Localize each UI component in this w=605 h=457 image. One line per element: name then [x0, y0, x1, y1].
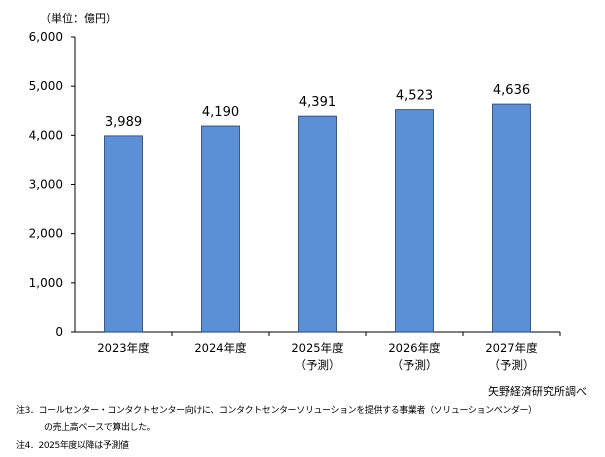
value-label: 4,190 — [202, 105, 239, 120]
y-tick-label: 0 — [55, 325, 63, 339]
y-tick-label: 5,000 — [29, 79, 63, 93]
value-label: 4,636 — [493, 83, 530, 98]
note-3-line-2: の売上高ベースで算出した。 — [44, 423, 156, 433]
y-tick-label: 6,000 — [29, 30, 63, 44]
category-label: 2024年度 — [194, 341, 247, 355]
unit-label: （単位：億円） — [40, 12, 117, 25]
bar-chart: 0 1,000 2,000 3,000 4,000 5,000 6,000 3,989 2023… — [29, 30, 561, 372]
y-tick-label: 2,000 — [29, 227, 63, 241]
category-label: 2025年度 — [291, 341, 344, 355]
category-sublabel: （予測） — [489, 358, 535, 372]
bar — [395, 109, 434, 333]
value-label: 3,989 — [105, 115, 142, 130]
category-label: 2027年度 — [485, 341, 538, 355]
category-label: 2026年度 — [388, 341, 441, 355]
y-tick-label: 4,000 — [29, 128, 63, 142]
bar — [492, 103, 531, 333]
value-label: 4,523 — [396, 89, 433, 104]
y-tick-label: 1,000 — [29, 276, 63, 290]
y-tick-label: 3,000 — [29, 178, 63, 192]
bar — [298, 115, 337, 333]
category-sublabel: （予測） — [392, 358, 438, 372]
note-4: 注4．2025年度以降は予測値 — [16, 441, 129, 451]
category-label: 2023年度 — [97, 341, 150, 355]
bar — [104, 135, 143, 333]
value-label: 4,391 — [299, 95, 336, 110]
bar — [201, 125, 240, 333]
note-3-line-1: 注3．コールセンター・コンタクトセンター向けに、コンタクトセンターソリューション… — [16, 406, 537, 416]
category-sublabel: （予測） — [295, 358, 341, 372]
source-label: 矢野経済研究所調べ — [488, 385, 587, 398]
